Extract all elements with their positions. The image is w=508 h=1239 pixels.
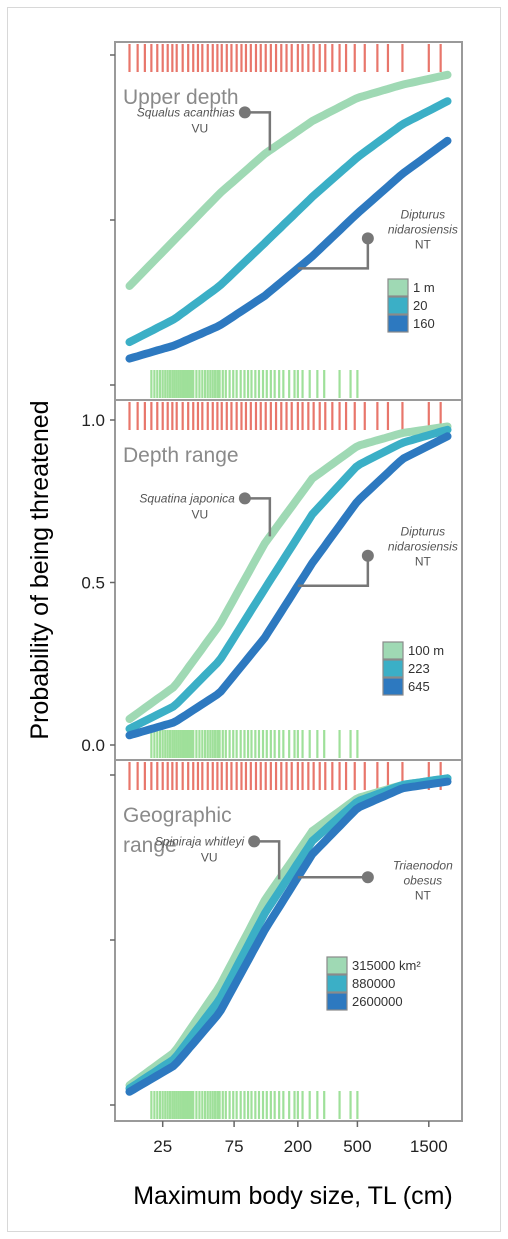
annotation-status: NT bbox=[415, 555, 432, 569]
annotation-status: VU bbox=[192, 507, 209, 521]
panel-title: Depth range bbox=[123, 444, 239, 467]
y-tick-label: 1.0 bbox=[81, 411, 105, 430]
x-tick-label: 200 bbox=[284, 1137, 312, 1156]
legend-swatch bbox=[387, 296, 409, 315]
legend-label: 2600000 bbox=[352, 994, 403, 1009]
annotation-status: NT bbox=[415, 888, 432, 902]
legend-swatch bbox=[382, 677, 404, 696]
legend-label: 315000 km² bbox=[352, 958, 421, 973]
legend-swatch bbox=[326, 956, 348, 975]
annotation-leader bbox=[297, 555, 370, 587]
series-line-1 bbox=[125, 422, 452, 723]
legend-swatch bbox=[326, 974, 348, 993]
annotation-species: nidarosiensis bbox=[388, 222, 458, 236]
annotation-leader bbox=[297, 238, 370, 270]
x-tick-label: 500 bbox=[343, 1137, 371, 1156]
legend: 315000 km² 880000 2600000 bbox=[326, 956, 421, 1011]
x-axis-label: Maximum body size, TL (cm) bbox=[133, 1182, 453, 1210]
annotation-dot bbox=[248, 835, 261, 848]
rug-threatened bbox=[128, 402, 442, 430]
annotation-leader bbox=[244, 497, 272, 537]
annotation-dot bbox=[361, 232, 374, 245]
series-line-3 bbox=[125, 432, 452, 740]
annotation-leader bbox=[244, 111, 272, 151]
legend-swatch bbox=[382, 659, 404, 678]
series-line-3 bbox=[125, 777, 452, 1096]
panel-title: Upper depth bbox=[123, 86, 239, 109]
legend-label: 1 m bbox=[413, 280, 435, 295]
y-axis-label: Probability of being threatened bbox=[26, 400, 54, 739]
x-tick-label: 25 bbox=[153, 1137, 172, 1156]
series-line-1 bbox=[125, 70, 452, 290]
annotation-dot bbox=[361, 871, 374, 884]
panel-title: Geographic range bbox=[123, 804, 232, 857]
annotation-species: Squalus acanthias bbox=[137, 105, 235, 119]
annotation-species: nidarosiensis bbox=[388, 540, 458, 554]
rug-nonthreatened bbox=[150, 370, 359, 398]
y-tick-label: 0.0 bbox=[81, 736, 105, 755]
annotation-leader bbox=[254, 840, 281, 880]
annotation-species: Triaenodon bbox=[393, 858, 453, 872]
legend-swatch bbox=[382, 641, 404, 660]
legend-label: 880000 bbox=[352, 976, 395, 991]
legend-label: 223 bbox=[408, 661, 430, 676]
series-line-2 bbox=[125, 425, 452, 733]
rug-threatened bbox=[128, 44, 442, 72]
legend-swatch bbox=[387, 314, 409, 333]
annotation-species: obesus bbox=[403, 873, 442, 887]
legend: 100 m 223 645 bbox=[382, 641, 444, 696]
legend-label: 20 bbox=[413, 298, 427, 313]
rug-nonthreatened bbox=[150, 730, 359, 758]
annotation-status: VU bbox=[192, 121, 209, 135]
legend: 1 m 20 160 bbox=[387, 278, 435, 333]
legend-label: 645 bbox=[408, 679, 430, 694]
figure-frame bbox=[7, 7, 501, 1232]
annotation-species: Dipturus bbox=[401, 207, 446, 221]
legend-swatch bbox=[326, 992, 348, 1011]
annotation-species: Spiniraja whitleyi bbox=[155, 834, 245, 848]
annotation-species: Dipturus bbox=[401, 525, 446, 539]
panel-2: 0.0 0.5 1.0 Depth range Squatina japonica VU D… bbox=[81, 399, 463, 761]
x-tick-label: 75 bbox=[225, 1137, 244, 1156]
legend-swatch bbox=[387, 278, 409, 297]
y-tick-label: 0.5 bbox=[81, 574, 105, 593]
series-line-2 bbox=[125, 97, 452, 347]
series-line-3 bbox=[125, 136, 452, 363]
annotation-status: NT bbox=[415, 237, 432, 251]
x-tick-label: 1500 bbox=[410, 1137, 448, 1156]
annotation-species: Squatina japonica bbox=[139, 491, 235, 505]
annotation-status: VU bbox=[201, 850, 218, 864]
annotation-dot bbox=[238, 492, 251, 505]
legend-label: 100 m bbox=[408, 643, 444, 658]
legend-label: 160 bbox=[413, 316, 435, 331]
annotation-dot bbox=[238, 106, 251, 119]
rug-nonthreatened bbox=[150, 1091, 359, 1119]
annotation-dot bbox=[361, 549, 374, 562]
